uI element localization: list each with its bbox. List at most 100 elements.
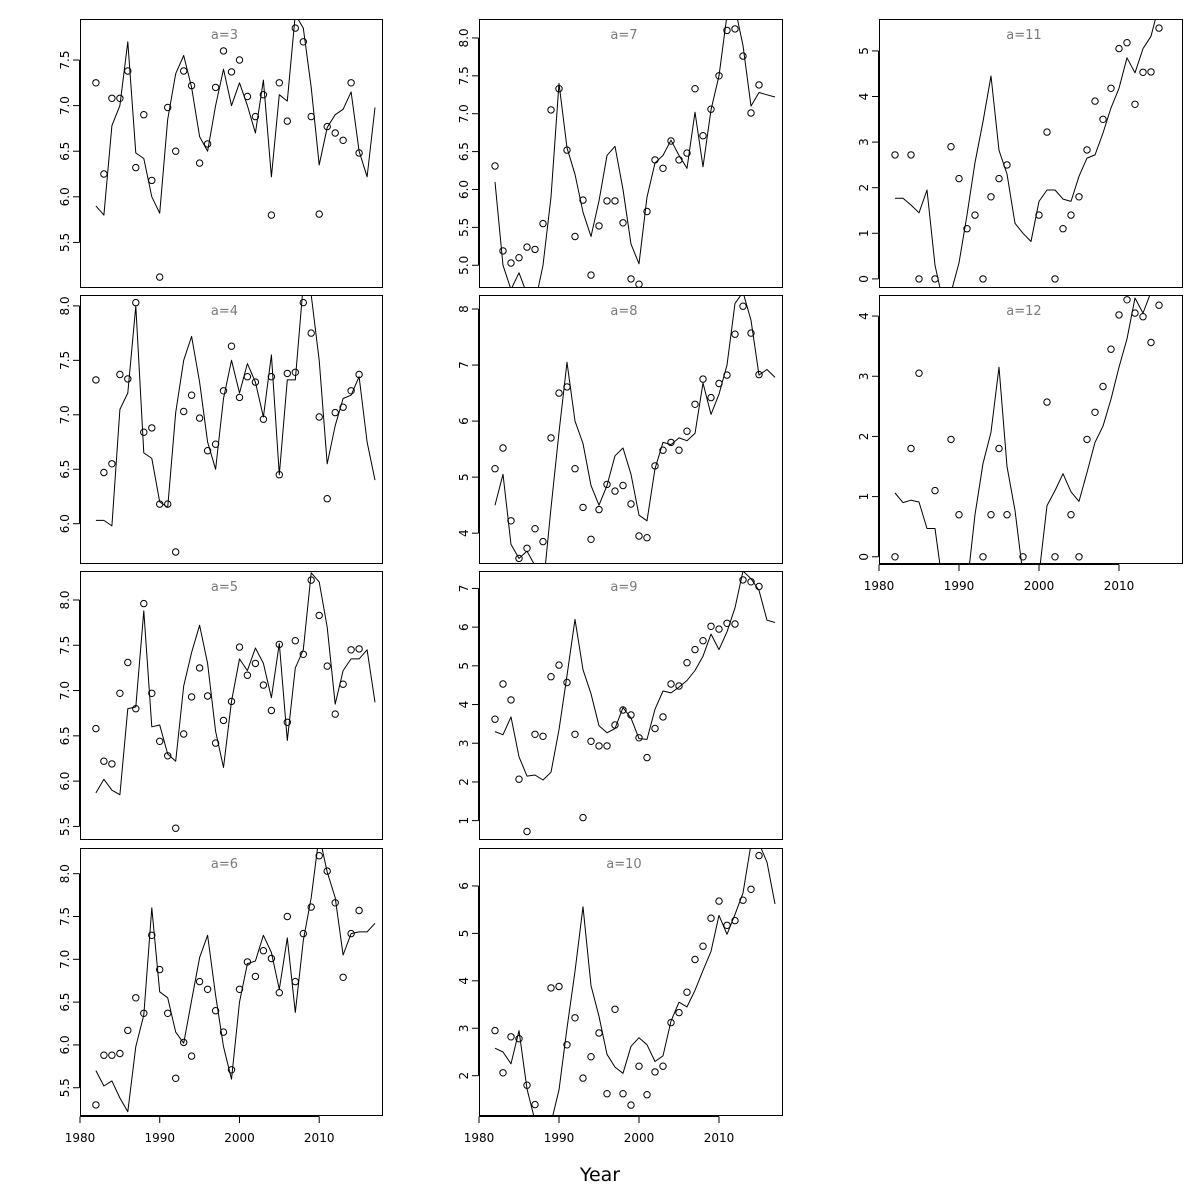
observed-point xyxy=(627,711,635,719)
observed-point xyxy=(211,440,220,448)
observed-point xyxy=(515,254,523,262)
observed-point xyxy=(579,813,587,822)
observed-point xyxy=(140,1009,148,1017)
observed-point xyxy=(891,553,899,561)
observed-point xyxy=(339,136,347,145)
observed-point xyxy=(299,298,307,307)
x-tick-label: 2000 xyxy=(624,1131,655,1145)
observed-point xyxy=(643,1091,651,1099)
observed-point xyxy=(283,369,291,378)
observed-point xyxy=(1051,275,1059,283)
observed-point xyxy=(108,460,116,468)
observed-point xyxy=(955,174,963,183)
observed-point xyxy=(947,143,955,151)
panel-label: a=10 xyxy=(606,857,641,872)
y-tick-label: 0 xyxy=(857,553,871,561)
observed-point xyxy=(659,1062,667,1070)
observed-point xyxy=(627,500,635,508)
observed-point xyxy=(267,211,276,219)
observed-point xyxy=(747,329,755,337)
observed-point xyxy=(931,275,939,283)
observed-point xyxy=(499,247,507,255)
observed-point xyxy=(235,393,244,402)
panel-label: a=11 xyxy=(1006,28,1041,43)
observed-point xyxy=(963,225,971,233)
fitted-line xyxy=(494,571,776,781)
observed-point xyxy=(315,210,323,218)
panel-a5: 5.5 6.0 6.5 7.0 7.5 8.0 a=5 xyxy=(58,571,383,840)
y-axis: 0 1 2 3 4 xyxy=(857,312,879,561)
observed-point xyxy=(267,954,276,963)
observed-point xyxy=(211,739,220,747)
observed-point xyxy=(1075,553,1083,561)
panel-label: a=9 xyxy=(610,580,637,595)
observed-point xyxy=(180,407,188,416)
y-tick-label: 2 xyxy=(457,778,471,786)
observed-point xyxy=(1131,100,1139,109)
y-tick-label: 5 xyxy=(457,930,471,938)
y-tick-label: 1 xyxy=(457,817,471,825)
observed-point xyxy=(891,151,899,159)
observed-point xyxy=(595,222,603,230)
observed-point xyxy=(227,68,236,76)
y-tick-label: 2 xyxy=(457,1072,471,1080)
observed-point xyxy=(523,827,531,836)
observed-point xyxy=(539,732,547,740)
observed-point xyxy=(563,678,571,687)
observed-point xyxy=(547,106,555,114)
observed-point xyxy=(987,511,995,519)
observed-point xyxy=(699,942,707,950)
observed-point xyxy=(571,730,579,738)
observed-point xyxy=(172,548,180,556)
observed-point xyxy=(627,275,635,283)
plot-frame xyxy=(80,848,383,1116)
x-tick-label: 2000 xyxy=(224,1131,255,1145)
y-tick-label: 7.5 xyxy=(58,50,72,69)
observed-point xyxy=(707,393,715,402)
observed-point xyxy=(164,1009,172,1017)
plot-frame xyxy=(879,19,1183,288)
observed-point xyxy=(259,91,268,99)
fitted-line xyxy=(895,19,1156,288)
observed-point xyxy=(635,532,643,540)
data-layer xyxy=(491,571,776,836)
fitted-line xyxy=(95,572,376,796)
observed-point xyxy=(108,760,116,768)
observed-point xyxy=(995,174,1003,183)
observed-point xyxy=(1075,193,1083,201)
y-tick-label: 8.0 xyxy=(58,296,72,315)
observed-point xyxy=(180,67,188,75)
observed-point xyxy=(1019,553,1027,561)
data-layer xyxy=(92,572,376,832)
observed-point xyxy=(339,973,347,981)
observed-point xyxy=(267,373,276,381)
observed-point xyxy=(100,170,108,178)
observed-point xyxy=(156,965,164,974)
observed-point xyxy=(180,1038,188,1047)
observed-point xyxy=(323,122,331,131)
observed-point xyxy=(195,414,204,422)
observed-point xyxy=(1107,345,1115,353)
y-tick-label: 7.5 xyxy=(58,636,72,655)
observed-point xyxy=(1155,24,1163,32)
observed-point xyxy=(1139,68,1147,77)
observed-point xyxy=(283,718,291,726)
observed-point xyxy=(491,162,499,170)
observed-point xyxy=(92,376,100,384)
y-tick-label: 6.5 xyxy=(58,726,72,745)
observed-point xyxy=(555,661,563,669)
observed-point xyxy=(108,1051,116,1059)
observed-point xyxy=(331,899,339,907)
observed-point xyxy=(203,692,212,700)
observed-point xyxy=(259,681,268,689)
observed-point xyxy=(635,1062,643,1070)
observed-point xyxy=(523,243,531,251)
observed-point xyxy=(595,505,603,514)
y-tick-label: 6.5 xyxy=(58,460,72,479)
observed-point xyxy=(651,156,659,164)
observed-point xyxy=(283,117,291,125)
data-layer xyxy=(491,295,776,564)
observed-point xyxy=(307,329,315,337)
x-tick-label: 2010 xyxy=(704,1131,735,1145)
y-axis: 5.5 6.0 6.5 7.0 7.5 8.0 xyxy=(58,590,80,836)
